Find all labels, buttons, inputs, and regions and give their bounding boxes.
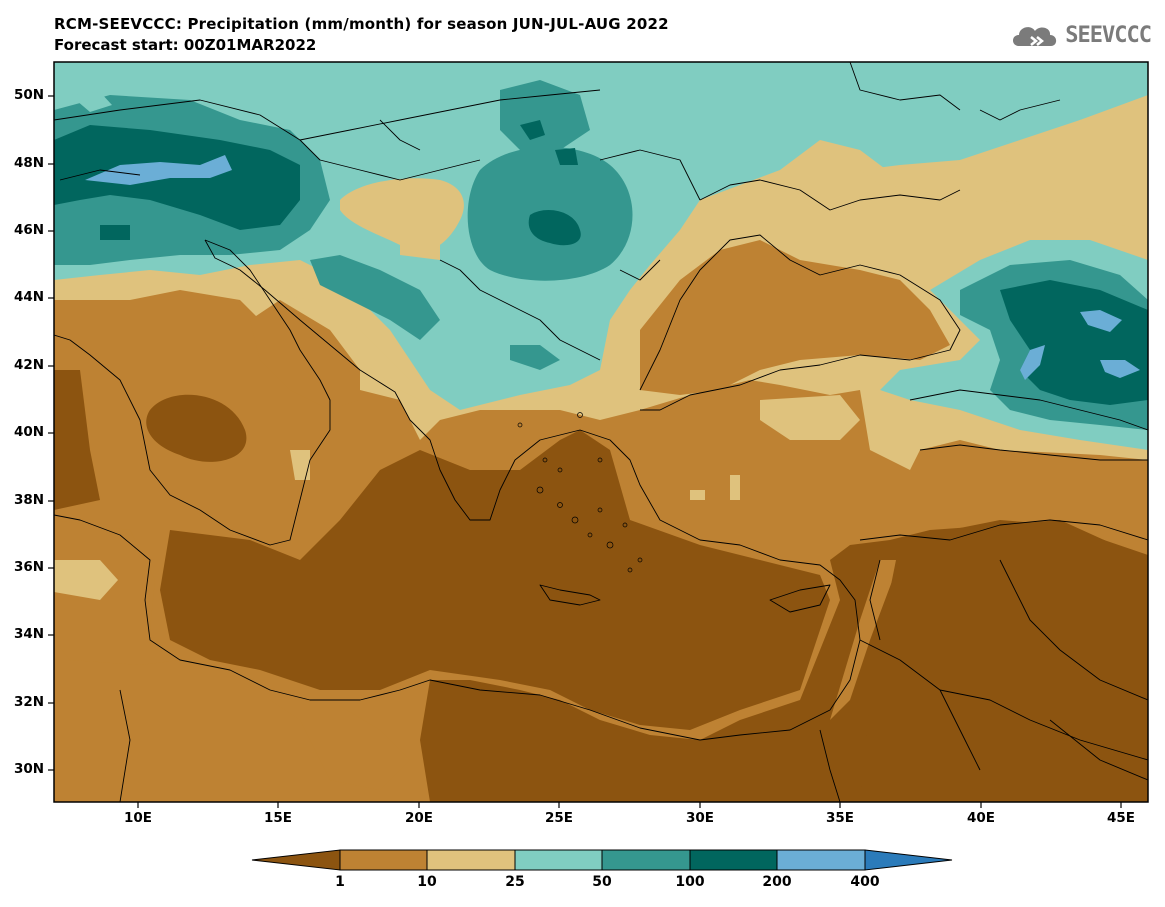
colorbar-swatch-1-10 <box>339 849 428 871</box>
colorbar-label: 50 <box>592 874 612 890</box>
lat-label: 30N <box>14 761 45 777</box>
colorbar-label: 100 <box>675 874 705 890</box>
colorbar-swatch-10-25 <box>426 849 516 871</box>
cloud-icon <box>1013 27 1057 46</box>
lat-label: 40N <box>14 424 45 440</box>
colorbar-label: 10 <box>417 874 437 890</box>
colorbar-label: 1 <box>335 874 345 890</box>
boundaries <box>54 62 1148 802</box>
colorbar-swatch-200-400 <box>776 849 866 871</box>
lon-label: 40E <box>967 810 996 826</box>
lon-label: 25E <box>545 810 574 826</box>
islands <box>517 412 643 573</box>
lat-label: 34N <box>14 626 45 642</box>
lon-label: 45E <box>1107 810 1136 826</box>
lat-label: 48N <box>14 155 45 171</box>
lon-label: 15E <box>264 810 293 826</box>
lon-label: 30E <box>686 810 715 826</box>
colorbar-label: 400 <box>850 874 880 890</box>
lat-label: 44N <box>14 289 45 305</box>
lat-label: 38N <box>14 492 45 508</box>
lat-label: 42N <box>14 357 45 373</box>
colorbar-swatch-100-200 <box>689 849 778 871</box>
forecast-start: Forecast start: 00Z01MAR2022 <box>54 36 317 54</box>
lat-label: 36N <box>14 559 45 575</box>
lat-label: 32N <box>14 694 45 710</box>
lat-label: 50N <box>14 87 45 103</box>
lon-label: 10E <box>124 810 153 826</box>
lon-ticks <box>137 802 1122 808</box>
map-frame <box>53 61 1149 803</box>
colorbar-swatch-50-100 <box>601 849 691 871</box>
map-title: RCM-SEEVCCC: Precipitation (mm/month) fo… <box>54 15 669 33</box>
lat-label: 46N <box>14 222 45 238</box>
colorbar-swatch-below-1 <box>251 849 341 871</box>
colorbar-label: 200 <box>762 874 792 890</box>
lat-ticks <box>48 95 54 771</box>
seevccc-logo: SEEVCCC <box>1009 20 1152 50</box>
lon-label: 20E <box>405 810 434 826</box>
colorbar-swatch-above-400 <box>864 849 953 871</box>
colorbar-label: 25 <box>505 874 525 890</box>
colorbar <box>251 849 953 871</box>
colorbar-swatch-25-50 <box>514 849 603 871</box>
logo-text: SEEVCCC <box>1065 22 1152 48</box>
precipitation-field <box>54 62 1148 802</box>
lon-label: 35E <box>826 810 855 826</box>
